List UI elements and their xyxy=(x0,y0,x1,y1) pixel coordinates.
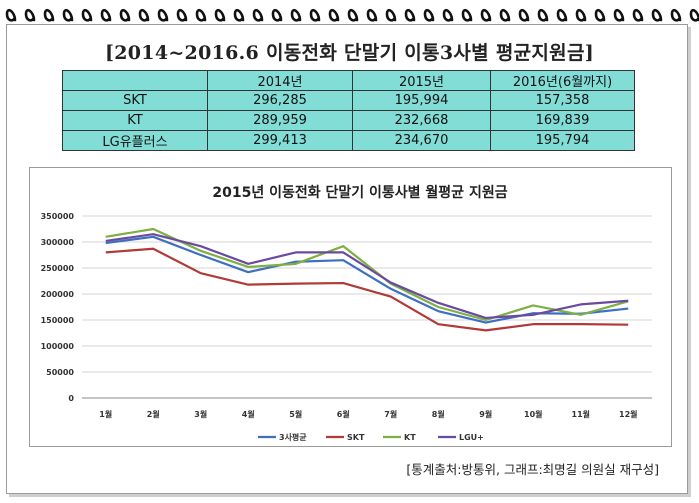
spiral-ring xyxy=(404,8,416,22)
spiral-ring xyxy=(81,8,93,22)
table-cell: 195,794 xyxy=(490,130,635,151)
y-tick-label: 350000 xyxy=(41,212,75,221)
spiral-ring xyxy=(271,8,283,22)
x-tick-label: 7월 xyxy=(384,409,397,419)
table-cell: 232,668 xyxy=(352,110,491,131)
series-line xyxy=(105,227,629,322)
chart-title: 2015년 이동전화 단말기 이통사별 월평균 지원금 xyxy=(212,184,507,201)
spiral-ring xyxy=(62,8,74,22)
spiral-ring xyxy=(43,8,55,22)
x-tick-label: 9월 xyxy=(479,409,492,419)
spiral-ring xyxy=(309,8,321,22)
table-header-cell: 2015년 xyxy=(352,70,491,91)
spiral-ring xyxy=(423,8,435,22)
spiral-ring xyxy=(594,8,606,22)
legend-label: LGU+ xyxy=(459,433,484,442)
spiral-ring xyxy=(632,8,644,22)
x-tick-label: 1월 xyxy=(99,409,112,419)
spiral-ring xyxy=(366,8,378,22)
spiral-ring xyxy=(651,8,663,22)
table-cell: 157,358 xyxy=(490,90,635,111)
table-cell: 195,994 xyxy=(352,90,491,111)
x-tick-label: 10월 xyxy=(524,409,543,419)
legend-label: KT xyxy=(404,433,416,442)
spiral-ring xyxy=(100,8,112,22)
y-tick-label: 100000 xyxy=(41,342,75,351)
x-tick-label: 11월 xyxy=(572,409,591,419)
source-note: [통계출처:방통위, 그래프:최명길 의원실 재구성] xyxy=(406,462,659,477)
spiral-ring xyxy=(575,8,587,22)
line-chart: 2015년 이동전화 단말기 이통사별 월평균 지원금 0 50000 100000… xyxy=(41,184,652,442)
spiral-ring xyxy=(499,8,511,22)
carrier-label: KT xyxy=(62,110,208,131)
x-tick-label: 12월 xyxy=(619,409,638,419)
line-chart-container: 2015년 이동전화 단말기 이통사별 월평균 지원금 0 50000 100000… xyxy=(29,167,672,447)
carrier-label: LG유플러스 xyxy=(62,130,208,151)
spiral-binding xyxy=(5,8,699,22)
table-cell: 169,839 xyxy=(490,110,635,131)
table-row: SKT 296,285 195,994 157,358 xyxy=(62,90,635,111)
table-cell: 296,285 xyxy=(207,90,353,111)
table-cell: 289,959 xyxy=(207,110,353,131)
x-tick-label: 6월 xyxy=(337,409,350,419)
x-tick-label: 3월 xyxy=(194,409,207,419)
spiral-ring xyxy=(613,8,625,22)
spiral-ring xyxy=(537,8,549,22)
spiral-ring xyxy=(670,8,682,22)
spiral-ring xyxy=(252,8,264,22)
spiral-ring xyxy=(176,8,188,22)
table-cell: 299,413 xyxy=(207,130,353,151)
spiral-ring xyxy=(290,8,302,22)
spiral-ring xyxy=(119,8,131,22)
y-tick-label: 50000 xyxy=(46,368,74,377)
series-line xyxy=(105,233,629,320)
spiral-ring xyxy=(195,8,207,22)
spiral-ring xyxy=(385,8,397,22)
spiral-ring xyxy=(347,8,359,22)
spiral-ring xyxy=(138,8,150,22)
x-tick-label: 2월 xyxy=(147,409,160,419)
legend-label: SKT xyxy=(347,433,365,442)
spiral-ring xyxy=(480,8,492,22)
spiral-ring xyxy=(442,8,454,22)
spiral-ring xyxy=(233,8,245,22)
spiral-ring xyxy=(461,8,473,22)
y-tick-label: 200000 xyxy=(41,290,75,299)
page-title: [2014~2016.6 이동전화 단말기 이통3사별 평균지원금] xyxy=(104,42,595,64)
table-header-cell xyxy=(62,70,208,91)
x-tick-label: 5월 xyxy=(289,409,302,419)
spiral-ring xyxy=(328,8,340,22)
y-tick-label: 150000 xyxy=(41,316,75,325)
series-line xyxy=(105,247,629,332)
spiral-ring xyxy=(689,8,699,22)
table-row: KT 289,959 232,668 169,839 xyxy=(62,110,635,131)
spiral-ring xyxy=(24,8,36,22)
y-tick-label: 0 xyxy=(68,394,74,403)
table-row: LG유플러스 299,413 234,670 195,794 xyxy=(62,130,635,151)
table-header-cell: 2014년 xyxy=(207,70,353,91)
spiral-ring xyxy=(518,8,530,22)
notebook-page-frame xyxy=(6,24,688,494)
table-cell: 234,670 xyxy=(352,130,491,151)
spiral-ring xyxy=(214,8,226,22)
legend-label: 3사평균 xyxy=(279,432,307,442)
table-header-row: 2014년 2015년 2016년(6월까지) xyxy=(62,70,635,91)
subsidy-summary-table: 2014년 2015년 2016년(6월까지) SKT 296,285 195,… xyxy=(62,70,635,151)
y-tick-label: 250000 xyxy=(41,264,75,273)
x-tick-label: 8월 xyxy=(432,409,445,419)
spiral-ring xyxy=(157,8,169,22)
spiral-ring xyxy=(556,8,568,22)
y-tick-label: 300000 xyxy=(41,238,75,247)
table-header-cell: 2016년(6월까지) xyxy=(490,70,635,91)
x-tick-label: 4월 xyxy=(242,409,255,419)
carrier-label: SKT xyxy=(62,90,208,111)
spiral-ring xyxy=(5,8,17,22)
